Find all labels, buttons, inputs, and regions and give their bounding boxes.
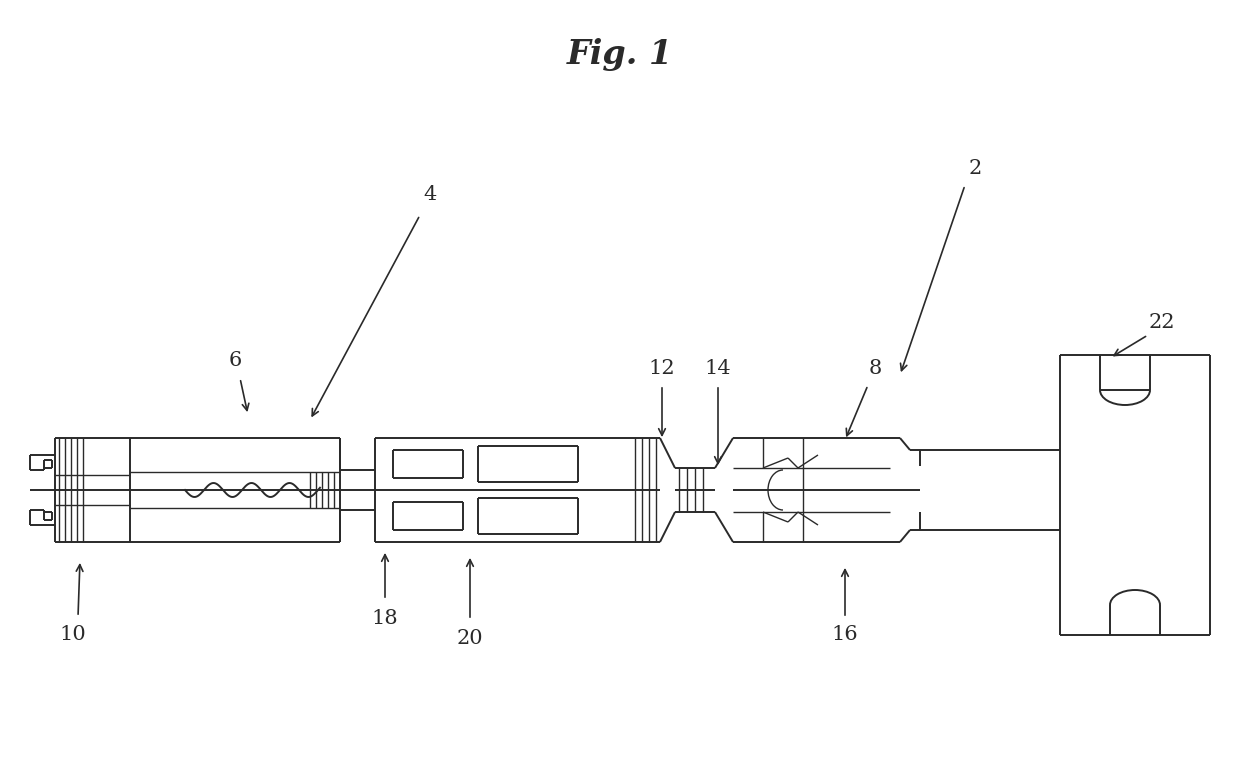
Text: 22: 22: [1148, 312, 1176, 331]
Text: 10: 10: [60, 625, 87, 644]
Text: 18: 18: [372, 609, 398, 628]
Text: 14: 14: [704, 359, 732, 377]
Text: 2: 2: [968, 158, 982, 177]
Text: 8: 8: [868, 359, 882, 377]
Text: Fig. 1: Fig. 1: [567, 38, 673, 71]
Text: 12: 12: [649, 359, 676, 377]
Text: 16: 16: [832, 625, 858, 644]
Text: 6: 6: [228, 350, 242, 369]
Text: 4: 4: [423, 186, 436, 205]
Text: 20: 20: [456, 628, 484, 647]
